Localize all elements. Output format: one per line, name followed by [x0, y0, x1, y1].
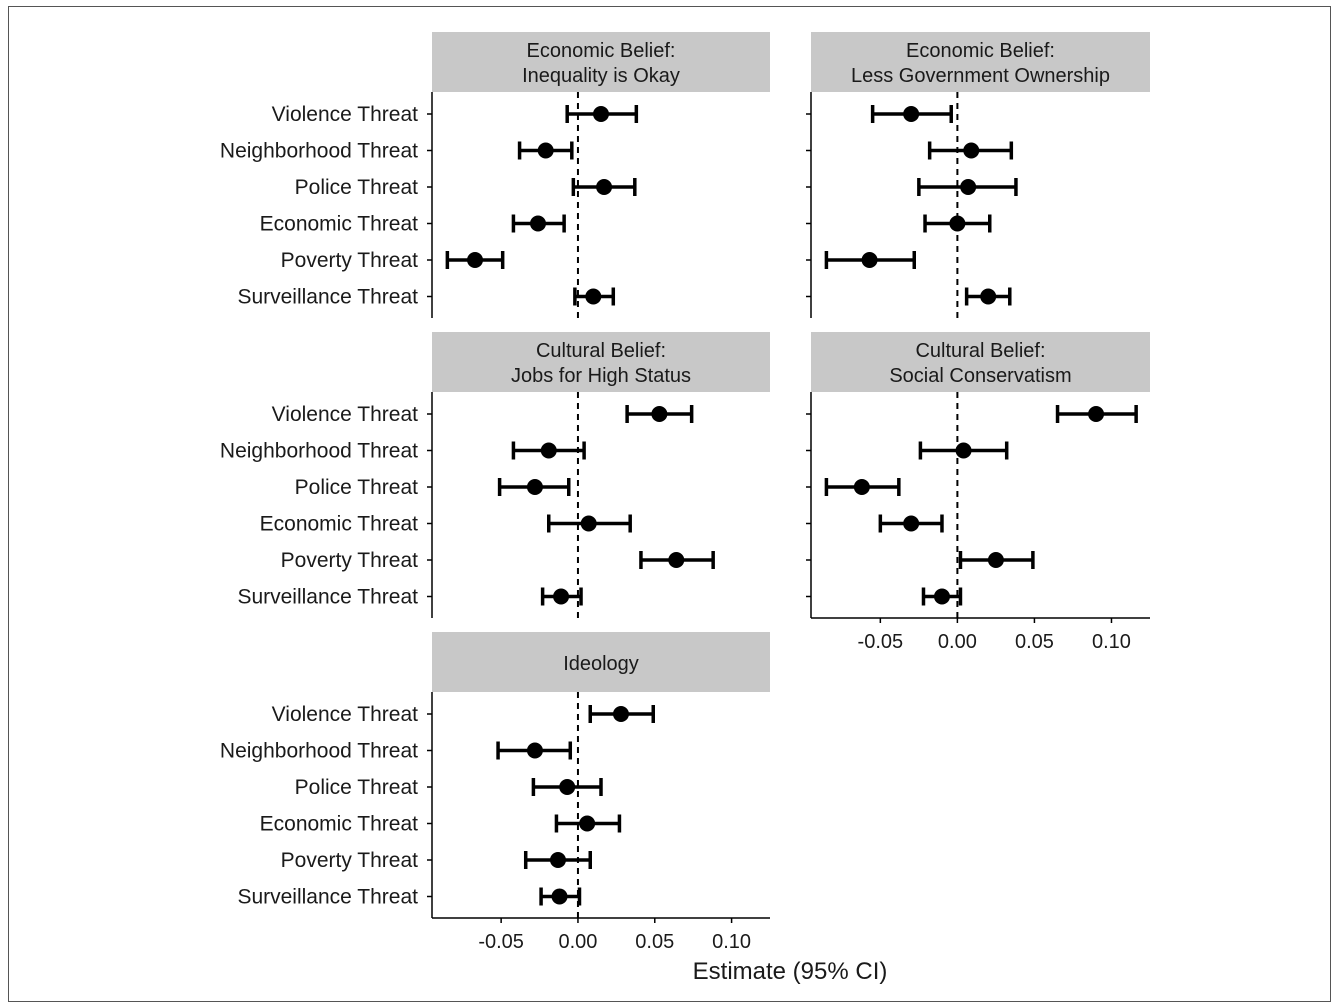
estimate-point [651, 406, 668, 422]
estimate-point [526, 742, 543, 759]
estimate-point [596, 179, 613, 195]
estimate-point [612, 706, 629, 722]
category-label: Police Threat [295, 776, 419, 799]
panel-strip [811, 332, 1150, 392]
category-label: Economic Threat [260, 213, 419, 236]
category-label: Poverty Threat [281, 549, 419, 572]
panel-title-line: Ideology [563, 653, 639, 675]
estimate-point [579, 815, 596, 832]
estimate-point [551, 888, 568, 905]
estimate-point [540, 442, 557, 459]
estimate-point [1088, 406, 1105, 422]
estimate-point [526, 479, 543, 495]
estimate-point [960, 179, 977, 195]
category-label: Violence Threat [272, 403, 418, 426]
estimate-point [861, 252, 878, 268]
estimate-point [549, 852, 566, 868]
category-label: Neighborhood Threat [220, 740, 418, 763]
category-label: Neighborhood Threat [220, 140, 418, 163]
estimate-point [559, 779, 576, 795]
estimate-point [668, 552, 685, 568]
estimate-point [903, 106, 920, 122]
category-label: Violence Threat [272, 103, 418, 126]
category-label: Police Threat [295, 476, 419, 499]
x-tick-label: 0.10 [712, 931, 751, 953]
x-axis-title: Estimate (95% CI) [693, 958, 888, 985]
panel-title-line: Less Government Ownership [851, 65, 1110, 87]
figure-frame [8, 6, 1331, 1002]
category-label: Police Threat [295, 176, 419, 199]
category-label: Economic Threat [260, 813, 419, 836]
x-tick-label: 0.00 [558, 931, 597, 953]
estimate-point [585, 288, 602, 305]
panel-title-line: Social Conservatism [889, 365, 1071, 387]
panel-title-line: Cultural Belief: [536, 340, 666, 362]
panel-strip [811, 32, 1150, 92]
panel-title-line: Inequality is Okay [522, 65, 680, 87]
category-label: Surveillance Threat [237, 286, 418, 309]
x-tick-label: -0.05 [858, 631, 904, 653]
panel-strip [432, 632, 770, 692]
x-tick-label: 0.05 [635, 931, 674, 953]
estimate-point [963, 142, 980, 159]
estimate-point [949, 215, 966, 232]
x-tick-label: 0.05 [1015, 631, 1054, 653]
panel-strip [432, 32, 770, 92]
panel-title-line: Jobs for High Status [511, 365, 691, 387]
category-label: Poverty Threat [281, 249, 419, 272]
estimate-point [987, 552, 1004, 568]
category-label: Surveillance Threat [237, 886, 418, 909]
category-label: Economic Threat [260, 513, 419, 536]
panel-title-line: Economic Belief: [906, 40, 1055, 62]
estimate-point [853, 479, 870, 495]
estimate-point [553, 588, 570, 605]
panel-title-line: Economic Belief: [527, 40, 676, 62]
estimate-point [903, 515, 920, 532]
estimate-point [467, 252, 484, 268]
estimate-point [955, 442, 972, 459]
category-label: Surveillance Threat [237, 586, 418, 609]
estimate-point [933, 588, 950, 605]
estimate-point [537, 142, 554, 159]
category-label: Poverty Threat [281, 849, 419, 872]
estimate-point [980, 288, 997, 305]
estimate-point [580, 515, 597, 532]
estimate-point [530, 215, 547, 232]
category-label: Neighborhood Threat [220, 440, 418, 463]
x-tick-label: -0.05 [478, 931, 524, 953]
x-tick-label: 0.10 [1092, 631, 1131, 653]
panel-title-line: Cultural Belief: [915, 340, 1045, 362]
panel-strip [432, 332, 770, 392]
category-label: Violence Threat [272, 703, 418, 726]
x-tick-label: 0.00 [938, 631, 977, 653]
estimate-point [593, 106, 609, 122]
